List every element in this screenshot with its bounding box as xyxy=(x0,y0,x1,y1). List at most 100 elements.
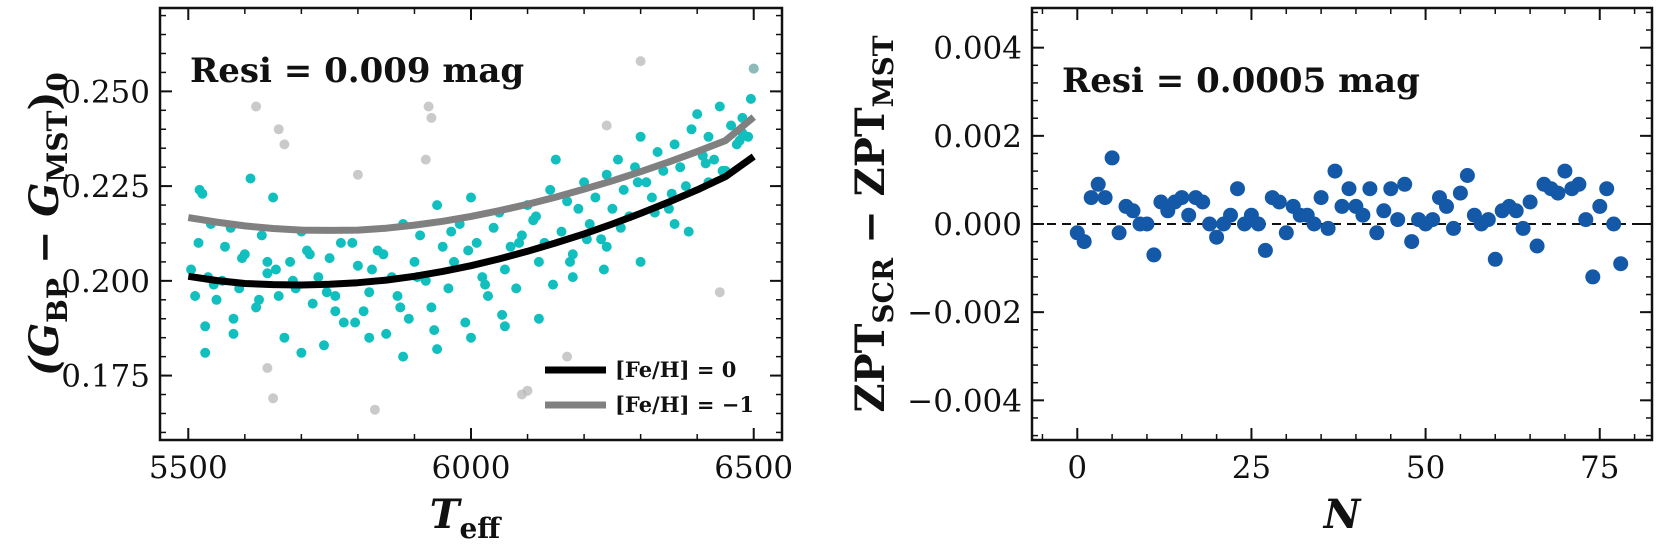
left-point-stars xyxy=(745,93,756,104)
left-point-stars xyxy=(279,332,290,343)
right-point-zpt-difference xyxy=(1174,190,1190,206)
left-point-stars xyxy=(584,219,595,229)
left-point-stars xyxy=(533,256,544,267)
left-point-stars xyxy=(446,226,457,237)
right-point-zpt-difference xyxy=(1195,194,1211,210)
left-point-stars xyxy=(632,177,643,188)
left-ylabel: (GBP − GMST)0 xyxy=(21,72,74,376)
right-point-zpt-difference xyxy=(1327,163,1343,179)
left-point-outliers xyxy=(426,112,437,123)
left-point-stars xyxy=(646,192,657,203)
right-point-zpt-difference xyxy=(1571,176,1587,192)
left-point-stars xyxy=(516,230,527,241)
left-point-stars xyxy=(714,101,725,112)
right-point-zpt-difference xyxy=(1452,185,1468,201)
left-point-outliers xyxy=(369,404,380,415)
left-point-stars xyxy=(483,291,493,301)
right-ylabel-p1: SCR xyxy=(867,257,900,324)
left-point-stars xyxy=(262,256,273,267)
left-point-stars xyxy=(200,347,211,358)
left-point-stars xyxy=(409,256,420,267)
right-point-zpt-difference xyxy=(1599,181,1615,197)
left-point-outliers xyxy=(352,169,363,180)
right-xtick-label: 25 xyxy=(1232,450,1271,486)
right-point-zpt-difference xyxy=(1397,176,1413,192)
right-point-zpt-difference xyxy=(1376,203,1392,219)
right-point-zpt-difference xyxy=(1585,269,1601,285)
right-point-zpt-difference xyxy=(1320,220,1336,236)
left-point-outliers xyxy=(268,393,279,404)
left-point-stars xyxy=(392,291,403,301)
left-point-stars xyxy=(488,222,499,233)
right-point-zpt-difference xyxy=(1529,238,1545,254)
left-ticks xyxy=(160,8,782,440)
right-point-zpt-difference xyxy=(1076,234,1092,250)
left-point-stars xyxy=(237,253,247,264)
left-point-stars xyxy=(601,169,612,180)
right-point-zpt-difference xyxy=(1369,225,1385,241)
right-ytick-label: 0.000 xyxy=(933,207,1022,243)
left-point-stars xyxy=(432,344,443,355)
left-point-stars xyxy=(601,241,612,252)
left-point-stars xyxy=(304,249,315,260)
left-point-stars xyxy=(358,306,369,317)
left-point-stars xyxy=(477,272,488,283)
right-xtick-label: 0 xyxy=(1067,450,1087,486)
right-ylabel-p2: − ZPT xyxy=(847,107,894,258)
left-point-stars xyxy=(471,237,482,248)
left-point-stars xyxy=(460,317,471,328)
left-xlabel-main: T xyxy=(430,491,463,538)
right-point-zpt-difference xyxy=(1480,212,1496,228)
right-point-zpt-difference xyxy=(1446,220,1461,236)
left-point-stars xyxy=(186,264,197,275)
right-point-zpt-difference xyxy=(1139,216,1155,232)
left-point-stars xyxy=(550,154,561,165)
right-point-zpt-difference xyxy=(1592,198,1608,214)
left-xtick-label: 6500 xyxy=(714,450,793,486)
right-point-zpt-difference xyxy=(1508,203,1524,219)
left-point-stars xyxy=(335,237,346,248)
left-point-stars xyxy=(669,219,680,229)
left-point-stars xyxy=(211,294,222,305)
left-point-outliers xyxy=(423,101,434,112)
left-point-stars xyxy=(245,173,256,184)
left-point-stars xyxy=(726,120,737,131)
left-annotation: Resi = 0.009 mag xyxy=(190,51,524,91)
left-point-stars xyxy=(548,279,558,290)
left-ylabel-p0: (G xyxy=(21,323,68,376)
right-point-zpt-difference xyxy=(1341,181,1357,197)
right-ytick-label: 0.002 xyxy=(933,119,1022,155)
left-point-stars xyxy=(200,321,211,332)
left-point-stars xyxy=(313,272,324,283)
left-point-stars xyxy=(321,287,332,298)
left-point-stars xyxy=(364,332,375,343)
left-point-stars xyxy=(531,211,541,222)
left-point-stars xyxy=(251,302,262,313)
left-point-stars xyxy=(635,256,646,267)
left-point-stars xyxy=(268,192,279,203)
left-point-stars xyxy=(607,203,618,214)
right-point-zpt-difference xyxy=(1515,220,1531,236)
right-point-zpt-difference xyxy=(1083,190,1099,206)
left-point-stars xyxy=(567,272,578,283)
legend-label-feh-1: [Fe/H] = −1 xyxy=(615,392,754,417)
left-point-stars xyxy=(613,154,623,165)
left-point-stars xyxy=(590,192,601,203)
left-point-stars xyxy=(285,256,296,267)
left-point-stars xyxy=(262,268,273,279)
left-point-stars xyxy=(270,264,281,275)
left-point-stars xyxy=(228,328,239,339)
left-point-stars xyxy=(395,302,406,313)
right-point-zpt-difference xyxy=(1230,181,1245,197)
left-point-stars xyxy=(324,253,335,264)
left-point-stars xyxy=(533,313,544,324)
left-point-stars xyxy=(596,234,607,245)
left-point-stars xyxy=(429,325,440,336)
legend-label-feh0: [Fe/H] = 0 xyxy=(615,357,736,382)
right-ytick-label: 0.004 xyxy=(933,31,1022,67)
left-point-stars xyxy=(565,256,575,267)
left-ytick-label: 0.200 xyxy=(61,264,150,300)
left-point-stars xyxy=(618,184,629,195)
left-point-outliers xyxy=(635,56,646,67)
